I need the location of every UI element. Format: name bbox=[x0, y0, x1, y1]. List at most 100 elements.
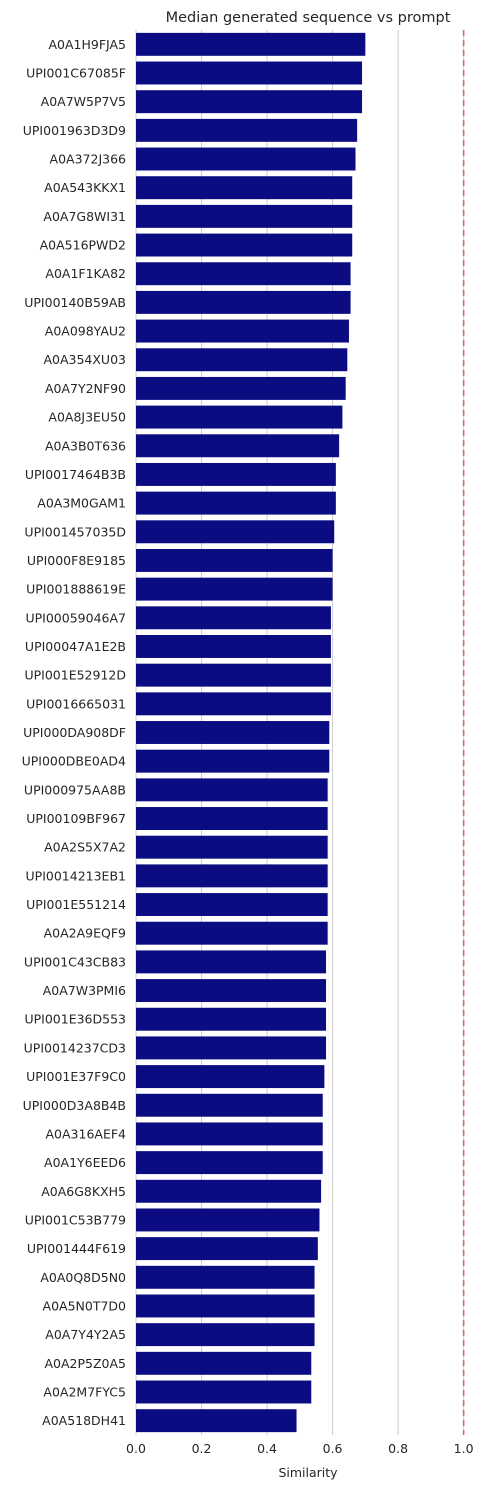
bar bbox=[136, 749, 330, 773]
bar bbox=[136, 1036, 327, 1060]
bar bbox=[136, 1093, 323, 1117]
y-tick-label: A0A7W5P7V5 bbox=[41, 94, 126, 109]
y-tick-label: UPI00047A1E2B bbox=[25, 639, 126, 654]
y-tick-label: A0A6G8KXH5 bbox=[41, 1184, 126, 1199]
y-tick-label: UPI001C53B779 bbox=[25, 1212, 126, 1227]
bar bbox=[136, 118, 358, 142]
bar bbox=[136, 721, 330, 744]
y-tick-label: A0A3M0GAM1 bbox=[37, 496, 126, 511]
bar bbox=[136, 692, 331, 716]
y-tick-label: A0A2P5Z0A5 bbox=[44, 1356, 126, 1371]
bars bbox=[136, 32, 366, 1433]
y-tick-label: UPI000DBE0AD4 bbox=[22, 754, 126, 769]
x-tick-label: 0.0 bbox=[126, 1441, 146, 1456]
bar bbox=[136, 434, 340, 458]
bar bbox=[136, 1122, 323, 1146]
bar bbox=[136, 979, 327, 1003]
bar bbox=[136, 778, 328, 802]
chart-title: Median generated sequence vs prompt bbox=[166, 10, 451, 26]
x-tick-label: 1.0 bbox=[454, 1441, 474, 1456]
y-tick-label: UPI000975AA8B bbox=[24, 782, 126, 797]
bar bbox=[136, 262, 351, 286]
y-tick-label: A0A2M7FYC5 bbox=[43, 1384, 126, 1399]
bar bbox=[136, 950, 327, 974]
y-tick-label: UPI0014237CD3 bbox=[24, 1040, 126, 1055]
y-tick-label: UPI00140B59AB bbox=[24, 295, 126, 310]
y-tick-label: A0A3B0T636 bbox=[45, 438, 126, 453]
y-tick-label: A0A5N0T7D0 bbox=[43, 1298, 127, 1313]
y-tick-label: A0A7W3PMI6 bbox=[43, 983, 126, 998]
bar bbox=[136, 635, 331, 658]
y-tick-label: A0A2S5X7A2 bbox=[44, 840, 126, 855]
bar bbox=[136, 1208, 320, 1232]
bar bbox=[136, 1409, 297, 1433]
y-tick-label: A0A098YAU2 bbox=[45, 324, 126, 339]
y-tick-label: UPI001963D3D9 bbox=[23, 123, 126, 138]
x-tick-labels: 0.0 0.2 0.4 0.6 0.8 1.0 bbox=[126, 1441, 474, 1456]
y-tick-label: UPI001E551214 bbox=[26, 897, 126, 912]
y-tick-label: A0A1F1KA82 bbox=[45, 266, 126, 281]
y-tick-label: UPI0016665031 bbox=[26, 696, 126, 711]
y-tick-label: UPI001457035D bbox=[24, 524, 126, 539]
bar bbox=[136, 1351, 312, 1375]
bar bbox=[136, 548, 333, 572]
y-tick-label: A0A354XU03 bbox=[43, 352, 126, 367]
y-tick-label: A0A0Q8D5N0 bbox=[40, 1270, 126, 1285]
bar bbox=[136, 376, 346, 400]
bar bbox=[136, 491, 336, 515]
bar bbox=[136, 90, 363, 114]
bar bbox=[136, 893, 328, 917]
y-tick-label: A0A7Y4Y2A5 bbox=[45, 1327, 126, 1342]
x-axis-label: Similarity bbox=[278, 1465, 338, 1480]
y-tick-label: A0A543KKX1 bbox=[44, 180, 126, 195]
y-tick-label: A0A1H9FJA5 bbox=[48, 37, 126, 52]
bar bbox=[136, 663, 331, 687]
bar bbox=[136, 61, 363, 85]
bar bbox=[136, 32, 366, 56]
y-tick-label: A0A1Y6EED6 bbox=[44, 1155, 126, 1170]
bar bbox=[136, 606, 331, 630]
y-tick-label: UPI001E37F9C0 bbox=[26, 1069, 126, 1084]
y-tick-label: UPI001888619E bbox=[26, 582, 126, 597]
bar bbox=[136, 462, 336, 486]
x-tick-label: 0.8 bbox=[388, 1441, 408, 1456]
bar bbox=[136, 577, 333, 601]
y-tick-label: UPI001C67085F bbox=[26, 66, 126, 81]
bar bbox=[136, 921, 328, 945]
y-tick-label: UPI00109BF967 bbox=[26, 811, 126, 826]
y-tick-label: UPI001E52912D bbox=[24, 668, 126, 683]
bar bbox=[136, 290, 351, 314]
bar bbox=[136, 864, 328, 888]
bar bbox=[136, 1179, 322, 1203]
y-tick-label: A0A516PWD2 bbox=[40, 238, 126, 253]
y-tick-label: UPI001C43CB83 bbox=[24, 954, 126, 969]
y-tick-label: UPI0014213EB1 bbox=[26, 868, 126, 883]
bar bbox=[136, 1065, 325, 1089]
bar bbox=[136, 233, 353, 257]
y-tick-label: UPI000D3A8B4B bbox=[23, 1098, 126, 1113]
bar bbox=[136, 520, 335, 544]
y-tick-label: UPI000DA908DF bbox=[23, 725, 126, 740]
bar bbox=[136, 1007, 327, 1031]
bar bbox=[136, 147, 356, 171]
bar bbox=[136, 1380, 312, 1404]
x-tick-label: 0.4 bbox=[257, 1441, 277, 1456]
bar bbox=[136, 204, 353, 228]
y-tick-label: A0A8J3EU50 bbox=[48, 410, 126, 425]
y-tick-label: A0A7G8WI31 bbox=[43, 209, 126, 224]
y-tick-label: A0A372J366 bbox=[50, 152, 127, 167]
y-tick-label: A0A518DH41 bbox=[42, 1413, 126, 1428]
bar bbox=[136, 1237, 318, 1261]
bar bbox=[136, 835, 328, 859]
bar bbox=[136, 319, 349, 343]
y-tick-label: UPI001444F619 bbox=[27, 1241, 126, 1256]
bar bbox=[136, 176, 353, 200]
bar bbox=[136, 1151, 323, 1175]
y-tick-label: UPI001E36D553 bbox=[24, 1012, 126, 1027]
y-tick-label: UPI0017464B3B bbox=[25, 467, 126, 482]
y-tick-label: A0A316AEF4 bbox=[45, 1126, 126, 1141]
bar bbox=[136, 1323, 315, 1347]
x-tick-label: 0.6 bbox=[323, 1441, 343, 1456]
y-tick-label: UPI000F8E9185 bbox=[27, 553, 126, 568]
